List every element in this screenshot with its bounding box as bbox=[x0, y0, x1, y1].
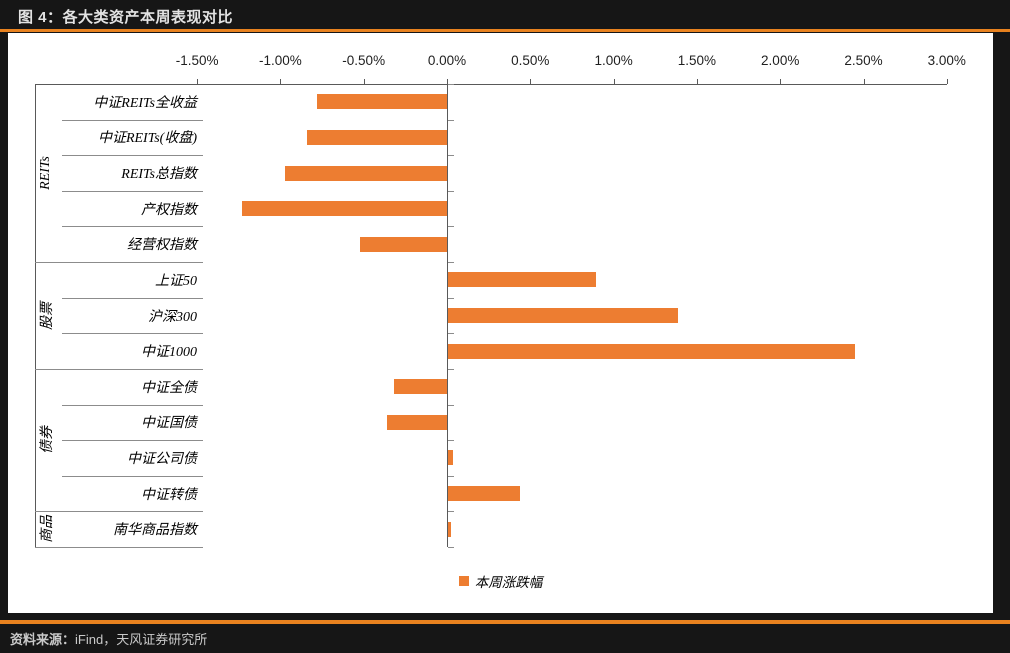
category-row-tick bbox=[448, 440, 454, 442]
x-axis-tick-label: -1.50% bbox=[175, 53, 219, 68]
x-axis-tick bbox=[530, 79, 532, 84]
category-label: REITs总指数 bbox=[121, 167, 197, 183]
group-separator-line bbox=[35, 368, 203, 370]
category-row-tick bbox=[448, 190, 454, 192]
category-row-tick bbox=[448, 155, 454, 157]
chart-legend: 本周涨跌幅 bbox=[8, 571, 993, 591]
category-separator-line bbox=[62, 333, 203, 335]
bar-中证1000 bbox=[448, 343, 855, 359]
x-axis-tick bbox=[613, 79, 615, 84]
category-row-tick bbox=[448, 226, 454, 228]
group-label-股票: 股票 bbox=[40, 301, 55, 330]
x-axis-tick-label: 0.00% bbox=[427, 53, 467, 68]
category-row-tick bbox=[448, 475, 454, 477]
bar-上证50 bbox=[448, 272, 597, 288]
x-axis-tick bbox=[447, 79, 448, 84]
category-separator-line bbox=[62, 119, 203, 121]
bar-经营权指数 bbox=[360, 236, 447, 252]
legend-label: 本周涨跌幅 bbox=[474, 575, 543, 590]
group-separator-line bbox=[35, 547, 203, 548]
category-separator-line bbox=[62, 475, 203, 477]
category-separator-line bbox=[62, 404, 203, 406]
category-row-tick bbox=[448, 547, 454, 548]
x-axis-tick-label: -0.50% bbox=[342, 53, 386, 68]
x-axis-tick bbox=[946, 79, 948, 84]
group-separator-line bbox=[35, 511, 203, 513]
category-separator-line bbox=[62, 440, 203, 442]
category-label: 上证50 bbox=[155, 273, 197, 289]
x-axis-tick bbox=[780, 79, 782, 84]
x-axis-tick-label: 1.00% bbox=[594, 53, 633, 68]
bar-中证转债 bbox=[448, 486, 520, 502]
category-axis-line bbox=[35, 84, 36, 547]
category-row-tick bbox=[448, 511, 454, 513]
x-axis-tick-label: 3.00% bbox=[927, 53, 966, 68]
x-axis-tick-label: -1.00% bbox=[259, 53, 302, 68]
category-separator-line bbox=[62, 190, 203, 192]
chart-card: -1.50% -1.00% -0.50% 0.00% 0.50% 1.00% 1.50% 2.… bbox=[8, 33, 993, 613]
category-label: 产权指数 bbox=[141, 202, 197, 218]
bar-中证REITs(收盘) bbox=[307, 129, 447, 145]
category-separator-line bbox=[62, 297, 203, 299]
x-axis-tick bbox=[197, 79, 199, 84]
category-label: 经营权指数 bbox=[127, 238, 197, 254]
category-separator-line bbox=[62, 226, 203, 228]
bar-中证全债 bbox=[393, 379, 447, 395]
figure-source: 资料来源：iFind，天风证券研究所 bbox=[10, 629, 207, 648]
category-label: 南华商品指数 bbox=[113, 523, 197, 539]
category-label: 沪深300 bbox=[148, 309, 197, 325]
x-axis-tick bbox=[696, 79, 698, 84]
x-axis-tick-label: 2.00% bbox=[761, 53, 800, 68]
category-label: 中证1000 bbox=[141, 345, 197, 361]
category-separator-line bbox=[62, 155, 203, 157]
category-label: 中证全债 bbox=[141, 380, 197, 396]
category-label: 中证国债 bbox=[141, 416, 197, 432]
category-row-tick bbox=[448, 404, 454, 406]
header-accent-line bbox=[0, 29, 1010, 32]
category-row-tick bbox=[448, 119, 454, 121]
x-axis-tick bbox=[363, 79, 365, 84]
category-label: 中证REITs(收盘) bbox=[97, 131, 197, 147]
x-axis-tick bbox=[863, 79, 865, 84]
group-label-债券: 债券 bbox=[40, 426, 55, 455]
footer-accent-line bbox=[0, 620, 1010, 624]
bar-南华商品指数 bbox=[448, 521, 452, 537]
group-label-REITs: REITs bbox=[38, 156, 53, 190]
source-text: iFind，天风证券研究所 bbox=[75, 632, 208, 647]
x-axis-tick bbox=[280, 79, 282, 84]
category-label: 中证REITs全收益 bbox=[93, 95, 197, 111]
group-label-商品: 商品 bbox=[40, 515, 55, 544]
group-separator-line bbox=[35, 262, 203, 264]
bar-REITs总指数 bbox=[285, 165, 447, 181]
bar-中证公司债 bbox=[448, 450, 453, 466]
figure-header: 图 4：各大类资产本周表现对比 bbox=[0, 0, 1010, 29]
legend-swatch bbox=[458, 576, 469, 586]
category-row-tick bbox=[448, 262, 454, 264]
category-row-tick bbox=[448, 368, 454, 370]
category-label: 中证公司债 bbox=[127, 451, 197, 467]
x-axis-tick-label: 2.50% bbox=[844, 53, 883, 68]
x-axis-tick-label: 1.50% bbox=[677, 53, 717, 68]
value-axis-zero-line bbox=[447, 84, 448, 547]
bar-产权指数 bbox=[242, 201, 447, 217]
source-prefix: 资料来源： bbox=[10, 632, 76, 647]
x-axis-tick-label: 0.50% bbox=[511, 53, 550, 68]
bar-chart-plot: -1.50% -1.00% -0.50% 0.00% 0.50% 1.00% 1.50% 2.… bbox=[8, 33, 993, 613]
bar-中证REITs全收益 bbox=[317, 94, 447, 110]
bar-沪深300 bbox=[448, 308, 678, 323]
category-label: 中证转债 bbox=[141, 487, 197, 503]
figure-title: 图 4：各大类资产本周表现对比 bbox=[18, 9, 234, 26]
bar-中证国债 bbox=[387, 414, 447, 430]
category-row-tick bbox=[448, 333, 454, 335]
category-row-tick bbox=[448, 297, 454, 299]
category-row-tick bbox=[448, 84, 454, 85]
x-axis-line bbox=[35, 84, 947, 85]
